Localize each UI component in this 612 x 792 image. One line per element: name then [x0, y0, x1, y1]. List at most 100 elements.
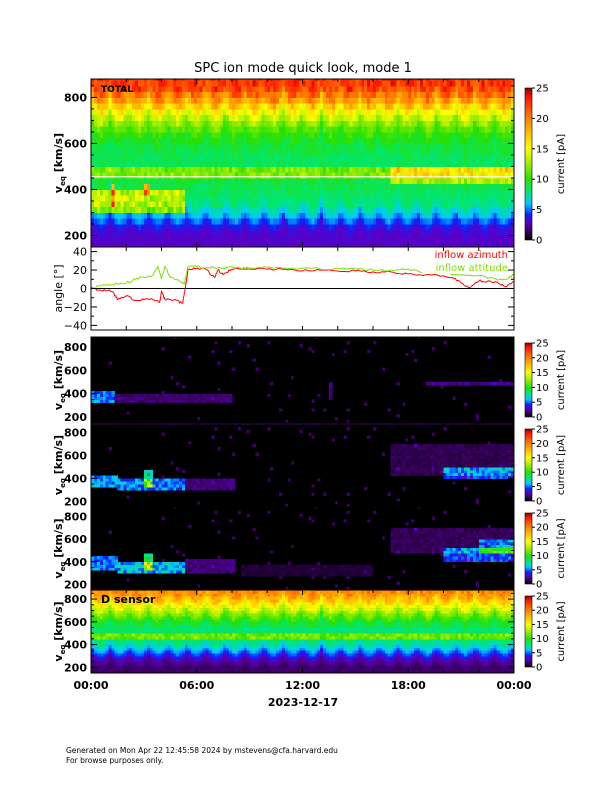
heatmap-cell [143, 126, 148, 133]
heatmap-cell [343, 229, 347, 236]
heatmap-cell [264, 149, 268, 156]
heatmap-cell [214, 80, 218, 87]
heatmap-cell [208, 229, 212, 236]
heatmap-cell [223, 393, 227, 398]
heatmap-cell [114, 97, 118, 104]
heatmap-cell [196, 79, 201, 81]
heatmap-cell [190, 218, 195, 225]
heatmap-cell [373, 172, 377, 179]
heatmap-cell [425, 189, 430, 196]
heatmap-cell [370, 200, 374, 208]
heatmap-cell [290, 120, 295, 127]
heatmap-cell [123, 97, 127, 104]
heatmap-cell [328, 114, 333, 121]
heatmap-cell [176, 241, 180, 248]
heatmap-cell [405, 154, 409, 162]
heatmap-cell [334, 200, 339, 208]
heatmap-cell [378, 126, 383, 133]
heatmap-cell [279, 172, 283, 179]
heatmap-cell [152, 85, 157, 93]
heatmap-cell [481, 108, 486, 116]
heatmap-cell [317, 126, 321, 133]
heatmap-cell [199, 85, 204, 93]
heatmap-cell [390, 131, 394, 139]
heatmap-cell [326, 114, 330, 121]
heatmap-cell [267, 160, 271, 167]
heatmap-cell [328, 390, 333, 395]
heatmap-cell [496, 91, 500, 98]
heatmap-cell [91, 108, 95, 116]
heatmap-cell [334, 97, 339, 104]
heatmap-cell [287, 126, 292, 133]
heatmap-cell [508, 80, 512, 87]
heatmap-cell [164, 160, 168, 167]
heatmap-cell [396, 137, 400, 144]
heatmap-cell [232, 166, 236, 173]
heatmap-cell [422, 120, 427, 127]
heatmap-cell [208, 177, 212, 185]
heatmap-cell [132, 149, 136, 156]
heatmap-cell [232, 126, 236, 133]
heatmap-cell [511, 183, 515, 190]
heatmap-cell [422, 177, 427, 185]
heatmap-cell [217, 154, 221, 162]
heatmap-cell [402, 183, 406, 190]
heatmap-cell [437, 85, 441, 93]
heatmap-cell [229, 206, 233, 213]
heatmap-cell [349, 149, 353, 156]
heatmap-cell [190, 423, 195, 425]
heatmap-cell [123, 241, 127, 248]
heatmap-cell [373, 218, 377, 225]
heatmap-cell [187, 137, 192, 144]
colorbar-scale [524, 87, 533, 241]
heatmap-cell [472, 200, 477, 208]
heatmap-cell [464, 183, 468, 190]
heatmap-cell [152, 154, 157, 162]
heatmap-cell [114, 223, 118, 231]
heatmap-cell [105, 154, 110, 162]
heatmap-cell [123, 154, 127, 162]
heatmap-cell [487, 229, 491, 236]
heatmap-cell [102, 390, 107, 395]
heatmap-cell [443, 235, 447, 242]
heatmap-cell [155, 166, 159, 173]
heatmap-cell [508, 108, 512, 116]
heatmap-cell [273, 103, 277, 110]
heatmap-cell [240, 131, 245, 139]
heatmap-cell [279, 85, 283, 93]
heatmap-cell [328, 120, 333, 127]
heatmap-cell [393, 166, 397, 173]
heatmap-cell [279, 91, 283, 98]
heatmap-cell [434, 103, 439, 110]
heatmap-cell [458, 91, 462, 98]
heatmap-cell [443, 154, 447, 162]
heatmap-cell [437, 103, 441, 110]
heatmap-cell [387, 408, 392, 412]
heatmap-cell [261, 160, 265, 167]
heatmap-cell [167, 206, 171, 213]
heatmap-cell [340, 183, 345, 190]
heatmap-cell [132, 85, 136, 93]
heatmap-cell [314, 103, 318, 110]
heatmap-cell [378, 154, 383, 162]
heatmap-cell [475, 229, 480, 236]
heatmap-cell [328, 223, 333, 231]
heatmap-cell [205, 103, 209, 110]
heatmap-cell [475, 195, 480, 202]
heatmap-cell [120, 189, 124, 196]
heatmap-cell [358, 80, 362, 87]
heatmap-cell [505, 382, 509, 386]
heatmap-cell [493, 91, 497, 98]
heatmap-cell [126, 91, 130, 98]
heatmap-cell [390, 126, 394, 133]
heatmap-cell [99, 154, 104, 162]
heatmap-cell [170, 484, 174, 488]
heatmap-cell [496, 114, 500, 121]
heatmap-cell [220, 114, 224, 121]
heatmap-cell [472, 206, 477, 213]
heatmap-cell [346, 91, 350, 98]
heatmap-cell [499, 160, 503, 167]
heatmap-cell [111, 206, 115, 213]
heatmap-cell [226, 189, 230, 196]
heatmap-cell [346, 195, 350, 202]
